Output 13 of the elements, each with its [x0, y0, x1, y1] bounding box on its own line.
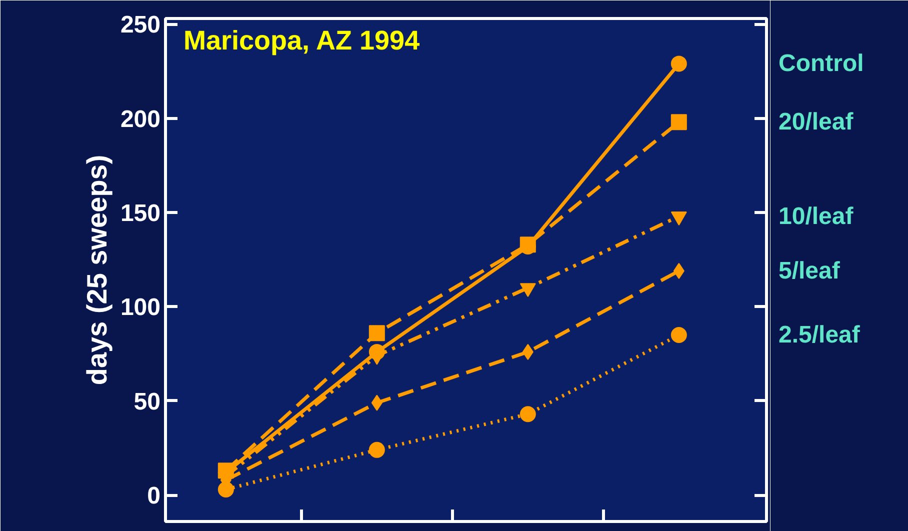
y-tick-label: 50 [134, 388, 161, 416]
y-tick-label: 200 [120, 106, 161, 133]
text: 20/leaf [778, 108, 854, 136]
text: 5/leaf [778, 257, 841, 284]
chart-title: Maricopa, AZ 1994 [184, 26, 420, 56]
y-tick-label: 150 [120, 200, 161, 228]
y-tick-label: 250 [120, 12, 161, 39]
text: 10/leaf [778, 202, 854, 230]
text: Control [778, 50, 864, 78]
y-tick-label: 0 [147, 482, 161, 510]
y-tick-label: 100 [120, 294, 161, 322]
y-axis-title: days (25 sweeps) [81, 154, 112, 386]
text: 2.5/leaf [778, 321, 861, 348]
